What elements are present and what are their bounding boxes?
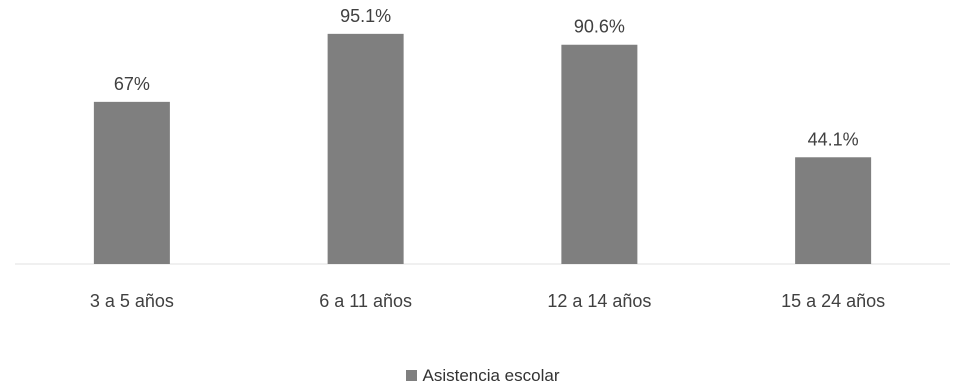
data-label-4: 44.1%: [808, 129, 859, 149]
bar-2: [327, 33, 404, 264]
category-label-3: 12 a 14 años: [547, 291, 651, 311]
bars-group: [93, 33, 872, 264]
bar-3: [561, 44, 638, 264]
data-label-1: 67%: [114, 74, 150, 94]
data-label-2: 95.1%: [340, 6, 391, 26]
legend-swatch: [406, 370, 418, 381]
value-labels-group: 67% 95.1% 90.6% 44.1%: [114, 6, 859, 149]
legend-label: Asistencia escolar: [422, 366, 560, 385]
bar-1: [93, 101, 170, 264]
category-label-2: 6 a 11 años: [319, 291, 412, 311]
category-label-4: 15 a 24 años: [781, 291, 885, 311]
legend: Asistencia escolar: [0, 366, 966, 386]
bar-4: [795, 157, 872, 264]
data-label-3: 90.6%: [574, 17, 625, 37]
category-label-1: 3 a 5 años: [90, 291, 174, 311]
category-labels-group: 3 a 5 años 6 a 11 años 12 a 14 años 15 a 24…: [90, 291, 885, 311]
